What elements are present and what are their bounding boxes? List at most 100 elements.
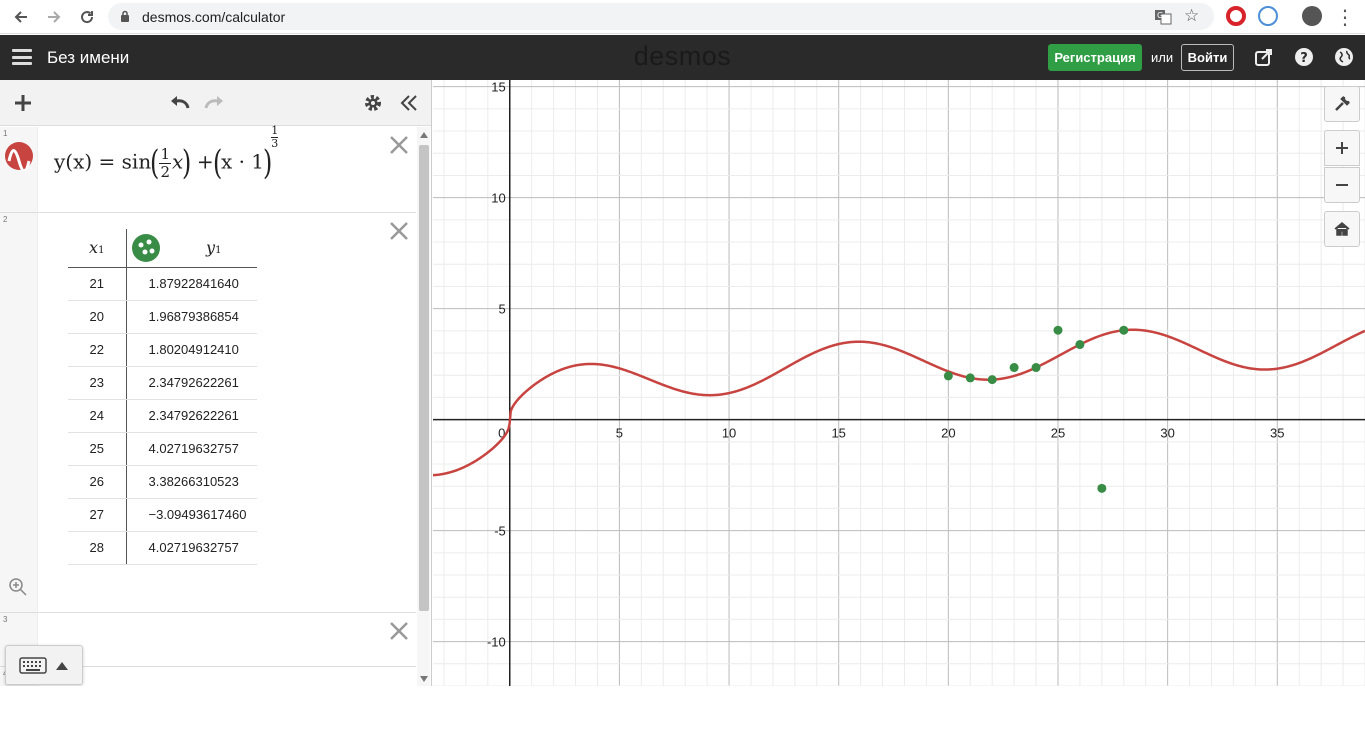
table-row: 23 2.34792622261 — [68, 366, 257, 400]
table-cell-x[interactable]: 27 — [68, 498, 127, 532]
table-cell-x[interactable]: 21 — [68, 267, 127, 301]
data-point — [943, 371, 953, 381]
browser-menu-icon[interactable]: ⋮ — [1335, 6, 1355, 29]
data-point — [1097, 483, 1107, 493]
reload-icon[interactable] — [74, 4, 100, 30]
redo-icon[interactable] — [204, 92, 226, 114]
table-cell-y[interactable]: 3.38266310523 — [126, 465, 257, 499]
expression-formula[interactable]: y(x) = sin(1 2 x) +(x · 1) 1 3 — [54, 123, 279, 183]
share-icon[interactable] — [1254, 47, 1274, 67]
table-cell-y[interactable]: 2.34792622261 — [126, 399, 257, 433]
graph-title[interactable]: Без имени — [47, 48, 130, 67]
vpn-icon[interactable] — [1258, 6, 1278, 26]
graph-settings-button[interactable] — [1324, 86, 1360, 122]
table-cell-x[interactable]: 23 — [68, 366, 127, 400]
keyboard-icon — [19, 657, 47, 674]
svg-text:G: G — [1157, 11, 1163, 20]
back-icon[interactable] — [8, 4, 34, 30]
table-row: 22 1.80204912410 — [68, 333, 257, 367]
table-header-y[interactable]: y1 — [126, 229, 257, 268]
zoom-out-icon — [1336, 184, 1348, 186]
data-point — [1075, 340, 1085, 350]
x-tick-label: 30 — [1160, 426, 1174, 441]
zoom-in-button[interactable] — [1324, 130, 1360, 166]
delete-expression-icon[interactable] — [388, 134, 410, 156]
browser-toolbar: desmos.com/calculator G ☆ ⋮ — [0, 0, 1365, 34]
points-color-icon[interactable] — [131, 233, 161, 263]
data-point — [1009, 363, 1019, 373]
table-cell-y[interactable]: 1.80204912410 — [126, 333, 257, 367]
table-row: 21 1.87922841640 — [68, 267, 257, 301]
table-cell-x[interactable]: 28 — [68, 531, 127, 565]
lock-icon — [121, 10, 129, 22]
graph-paper[interactable]: 0 5 10 15 20 25 30 35 15 10 5 -5 -10 — [433, 80, 1365, 686]
table-cell-x[interactable]: 25 — [68, 432, 127, 466]
add-item-icon[interactable] — [12, 92, 34, 114]
expression-row[interactable]: 1 y(x) = sin(1 2 x) +(x · 1) 1 3 — [0, 123, 416, 213]
expression-number: 1 — [3, 129, 8, 138]
table-row: 20 1.96879386854 — [68, 300, 257, 334]
address-bar[interactable]: desmos.com/calculator G ☆ — [108, 3, 1214, 30]
curve-color-icon[interactable] — [4, 141, 34, 171]
table-cell-y[interactable]: −3.09493617460 — [126, 498, 257, 532]
table-cell-y[interactable]: 4.02719632757 — [126, 432, 257, 466]
or-label: или — [1151, 50, 1174, 65]
data-point — [1119, 325, 1129, 335]
forward-icon[interactable] — [41, 4, 67, 30]
bookmark-star-icon[interactable]: ☆ — [1184, 6, 1200, 25]
table-expression[interactable]: 2 x1 y1 — [0, 213, 416, 613]
expression-panel: 1 y(x) = sin(1 2 x) +(x · 1) 1 3 2 — [0, 80, 432, 686]
table-cell-x[interactable]: 20 — [68, 300, 127, 334]
expression-number: 2 — [3, 215, 8, 224]
keyboard-toggle-button[interactable] — [5, 645, 83, 685]
menu-icon[interactable] — [12, 49, 32, 65]
table-cell-y[interactable]: 1.87922841640 — [126, 267, 257, 301]
help-icon[interactable]: ? — [1294, 47, 1314, 67]
table-cell-y[interactable]: 1.96879386854 — [126, 300, 257, 334]
wrench-icon — [1335, 96, 1350, 111]
undo-icon[interactable] — [168, 92, 190, 114]
x-tick-label: 25 — [1051, 426, 1065, 441]
panel-scrollbar[interactable] — [417, 127, 430, 686]
globe-icon[interactable] — [1334, 47, 1354, 67]
x-tick-label: 35 — [1270, 426, 1284, 441]
table-cell-y[interactable]: 2.34792622261 — [126, 366, 257, 400]
expression-list: 1 y(x) = sin(1 2 x) +(x · 1) 1 3 2 — [0, 123, 416, 686]
table-cell-x[interactable]: 22 — [68, 333, 127, 367]
table-row: 27 −3.09493617460 — [68, 498, 257, 532]
collapse-panel-icon[interactable] — [398, 92, 420, 114]
settings-gear-icon[interactable] — [362, 92, 384, 114]
scroll-up-icon[interactable] — [420, 132, 428, 138]
zoom-fit-icon[interactable] — [8, 577, 28, 597]
zoom-in-icon — [1336, 142, 1348, 154]
caret-up-icon — [56, 662, 68, 670]
home-icon — [1334, 222, 1350, 236]
graph-canvas[interactable]: 0 5 10 15 20 25 30 35 15 10 5 -5 -10 — [433, 80, 1365, 686]
scroll-down-icon[interactable] — [420, 676, 428, 682]
x-tick-label: 20 — [941, 426, 955, 441]
table-cell-x[interactable]: 24 — [68, 399, 127, 433]
svg-text:?: ? — [1300, 51, 1308, 66]
table-cell-x[interactable]: 26 — [68, 465, 127, 499]
profile-avatar-icon[interactable] — [1302, 6, 1322, 26]
data-point — [1053, 325, 1063, 335]
scrollbar-thumb[interactable] — [419, 145, 429, 611]
translate-icon[interactable]: G — [1154, 8, 1172, 26]
data-point — [987, 375, 997, 385]
register-button[interactable]: Регистрация — [1048, 44, 1142, 71]
x-tick-label: 0 — [498, 426, 505, 441]
delete-expression-icon[interactable] — [388, 220, 410, 242]
table-header-x[interactable]: x1 — [68, 229, 127, 268]
url-text: desmos.com/calculator — [142, 9, 286, 25]
login-button[interactable]: Войти — [1181, 44, 1234, 71]
default-viewport-button[interactable] — [1324, 211, 1360, 247]
table-row: 26 3.38266310523 — [68, 465, 257, 499]
data-table: x1 y1 21 1.87922841640 20 1.96879386854 22 1.… — [68, 229, 257, 565]
zoom-out-button[interactable] — [1324, 167, 1360, 203]
opera-icon[interactable] — [1226, 6, 1246, 26]
function-curve — [433, 328, 1365, 477]
table-cell-y[interactable]: 4.02719632757 — [126, 531, 257, 565]
expression-toolbar — [0, 80, 431, 126]
delete-expression-icon[interactable] — [388, 620, 410, 642]
data-point — [1031, 363, 1041, 373]
